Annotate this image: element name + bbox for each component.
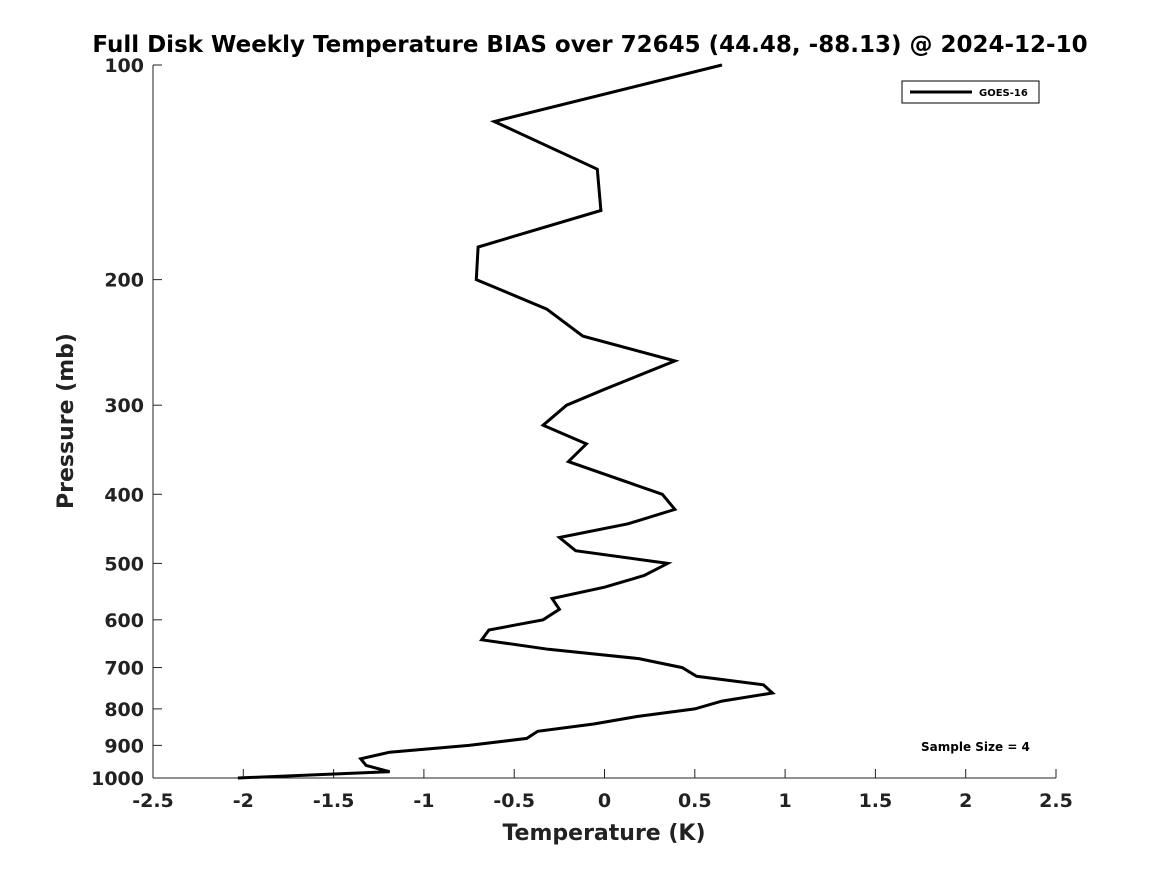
- x-tick-label: -2: [233, 790, 254, 812]
- data-point: [582, 335, 584, 337]
- data-point: [721, 700, 723, 702]
- series-line-goes-16: [237, 63, 776, 780]
- data-point: [548, 648, 550, 650]
- data-point: [237, 777, 239, 779]
- data-point: [389, 751, 391, 753]
- data-point: [593, 723, 595, 725]
- y-tick-label: 100: [104, 55, 144, 77]
- x-tick-label: 0.5: [678, 790, 712, 812]
- axes: [152, 65, 1056, 779]
- data-point: [667, 562, 669, 564]
- data-point: [661, 493, 663, 495]
- data-point: [481, 639, 483, 641]
- y-tick-label: 300: [104, 395, 144, 417]
- series-group: [237, 63, 776, 780]
- data-point: [475, 279, 477, 281]
- data-point: [526, 737, 528, 739]
- x-tick-label: 1.5: [859, 790, 893, 812]
- x-tick-label: 2: [959, 790, 972, 812]
- x-tick-label: -1: [413, 790, 434, 812]
- data-point: [567, 461, 569, 463]
- y-ticks: 100 200 300 400 500 600 700 800 900 1000: [91, 55, 162, 790]
- y-tick-label: 800: [104, 699, 144, 721]
- y-tick-label: 500: [104, 553, 144, 575]
- data-point: [585, 443, 587, 445]
- data-point: [674, 508, 676, 510]
- x-tick-label: -0.5: [493, 790, 535, 812]
- data-point: [638, 658, 640, 660]
- x-tick-label: 1: [778, 790, 791, 812]
- y-tick-label: 400: [104, 484, 144, 506]
- x-tick-label: -1.5: [313, 790, 355, 812]
- data-point: [488, 629, 490, 631]
- data-point: [389, 771, 391, 773]
- data-point: [558, 537, 560, 539]
- x-tick-label: 2.5: [1039, 790, 1073, 812]
- data-point: [551, 597, 553, 599]
- data-point: [604, 586, 605, 588]
- y-axis-label: Pressure (mb): [54, 333, 79, 509]
- data-point: [365, 764, 367, 766]
- y-tick-label: 600: [104, 610, 144, 632]
- data-point: [575, 550, 577, 552]
- x-tick-label: -2.5: [132, 790, 174, 812]
- y-tick-label: 200: [104, 270, 144, 292]
- x-axis-label: Temperature (K): [502, 821, 705, 846]
- data-point: [360, 758, 362, 760]
- data-point: [542, 619, 544, 621]
- data-point: [771, 692, 773, 694]
- data-point: [493, 120, 495, 122]
- data-point: [674, 360, 676, 362]
- data-point: [468, 744, 470, 746]
- y-tick-label: 700: [104, 658, 144, 680]
- sample-size-annotation: Sample Size = 4: [921, 740, 1030, 754]
- chart-title: Full Disk Weekly Temperature BIAS over 7…: [92, 32, 1087, 58]
- legend: GOES-16: [901, 80, 1040, 104]
- data-point: [546, 308, 548, 310]
- x-tick-label: 0: [598, 790, 611, 812]
- data-point: [721, 64, 723, 66]
- y-tick-label: 900: [104, 735, 144, 757]
- data-point: [627, 523, 629, 525]
- data-point: [596, 168, 598, 170]
- data-point: [694, 708, 696, 710]
- data-point: [762, 684, 764, 686]
- data-point: [643, 575, 645, 577]
- data-point: [636, 716, 638, 718]
- data-point: [681, 667, 683, 669]
- data-point: [604, 388, 605, 390]
- data-point: [537, 730, 539, 732]
- x-ticks: -2.5 -2 -1.5 -1 -0.5 0 0.5 1 1.5 2 2.5: [132, 769, 1073, 812]
- legend-label-goes-16: GOES-16: [979, 88, 1028, 99]
- data-point: [542, 424, 544, 426]
- data-point: [696, 675, 698, 677]
- data-point: [558, 608, 560, 610]
- y-tick-label: 1000: [91, 768, 144, 790]
- data-point: [477, 246, 479, 248]
- data-point: [600, 210, 602, 212]
- data-point: [566, 404, 568, 406]
